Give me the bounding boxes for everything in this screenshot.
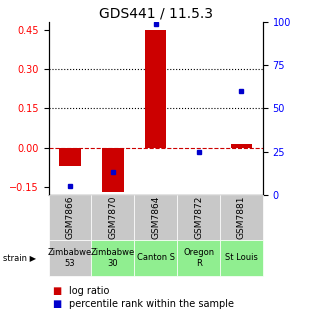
Text: GSM7881: GSM7881 [237,196,246,239]
Text: GSM7870: GSM7870 [108,196,117,239]
Text: Zimbabwe
53: Zimbabwe 53 [48,248,92,267]
Title: GDS441 / 11.5.3: GDS441 / 11.5.3 [99,7,213,21]
Text: Zimbabwe
30: Zimbabwe 30 [91,248,135,267]
Bar [231,144,252,148]
Bar [145,30,167,148]
Text: ■: ■ [52,299,61,309]
Bar [102,148,124,192]
Text: Canton S: Canton S [137,253,175,262]
Bar [59,148,81,166]
Text: St Louis: St Louis [225,253,258,262]
Text: GSM7872: GSM7872 [194,196,203,239]
Text: strain ▶: strain ▶ [3,253,36,262]
Text: log ratio: log ratio [69,286,109,296]
Text: Oregon
R: Oregon R [183,248,214,267]
Text: percentile rank within the sample: percentile rank within the sample [69,299,234,309]
Text: GSM7864: GSM7864 [151,196,160,239]
Text: ■: ■ [52,286,61,296]
Text: GSM7866: GSM7866 [65,196,74,239]
